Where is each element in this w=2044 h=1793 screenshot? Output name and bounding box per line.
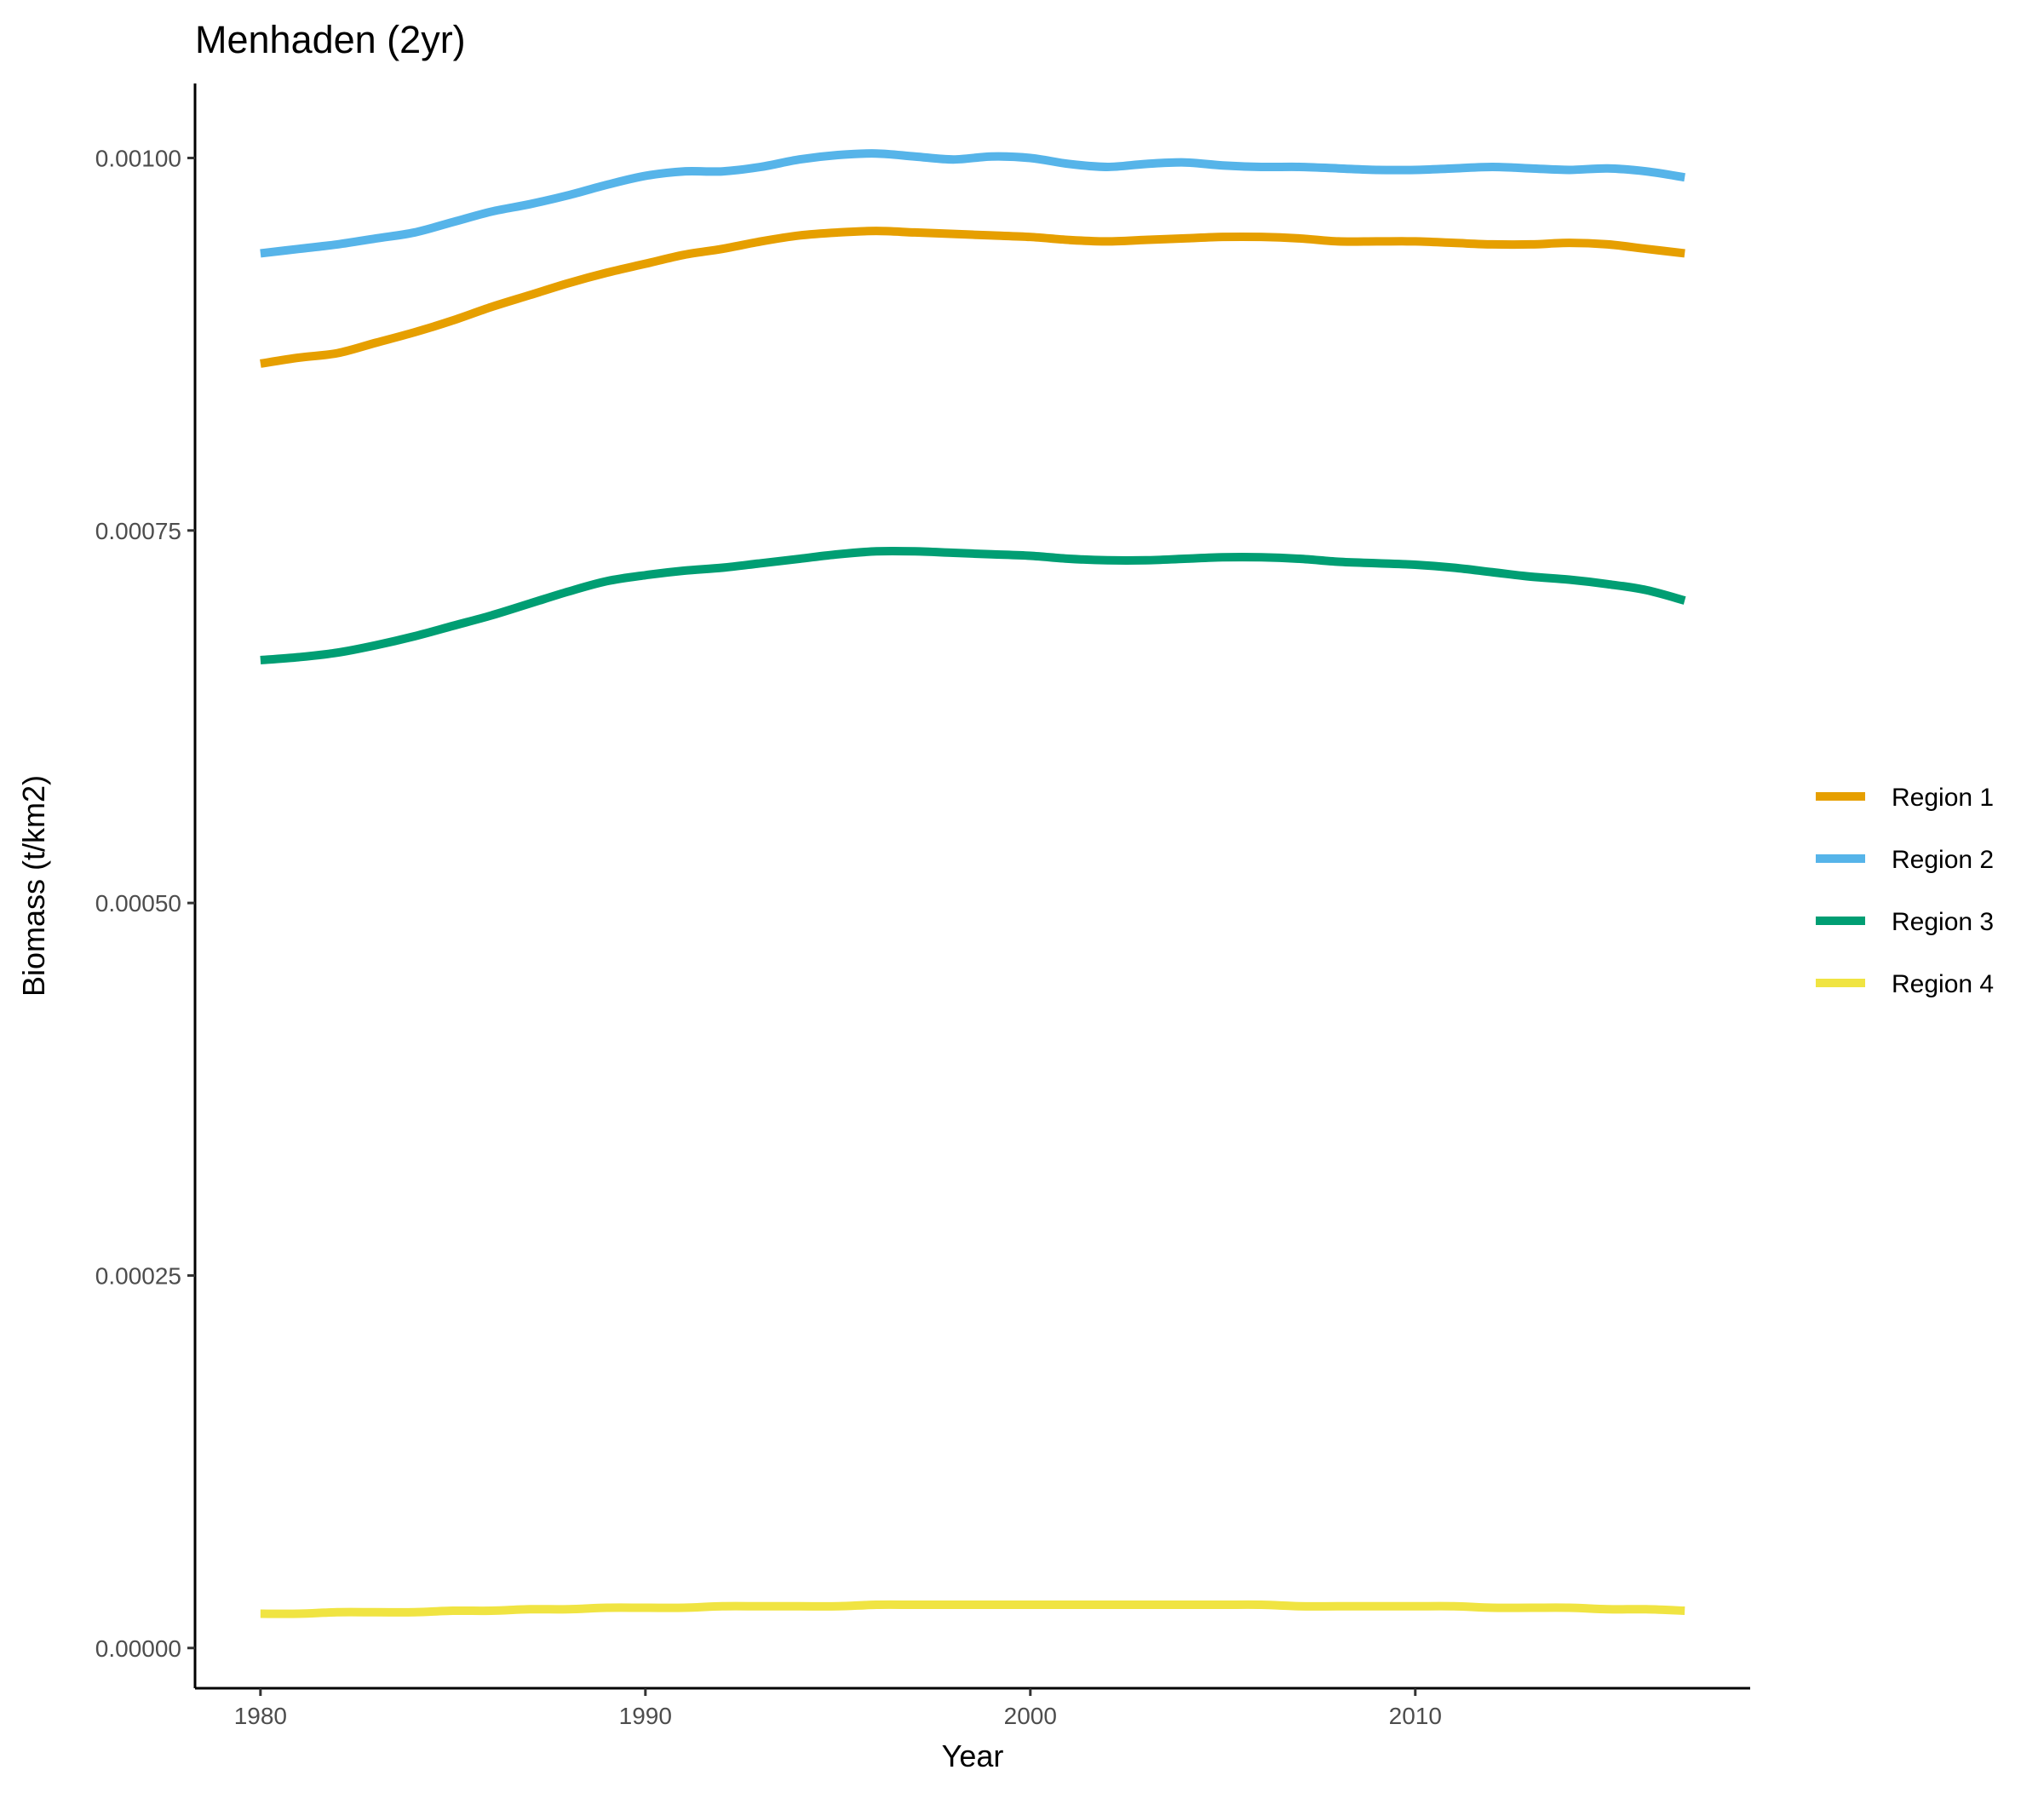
legend-label-region-3: Region 3 — [1892, 908, 1994, 936]
series-line-region-4 — [260, 1600, 1685, 1618]
legend-label-region-4: Region 4 — [1892, 970, 1994, 998]
legend-label-region-2: Region 2 — [1892, 846, 1994, 874]
series-layer — [260, 149, 1686, 1618]
series-line-region-2 — [260, 149, 1685, 258]
legend-label-region-1: Region 1 — [1892, 784, 1994, 812]
chart-title: Menhaden (2yr) — [195, 18, 466, 61]
y-axis-title: Biomass (t/km2) — [16, 775, 51, 997]
y-tick-label: 0.00050 — [95, 890, 181, 917]
y-axis-ticks: 0.00000 0.00025 0.00050 0.00075 0.00100 — [95, 145, 195, 1662]
x-axis-title: Year — [942, 1738, 1004, 1773]
y-tick-label: 0.00075 — [95, 518, 181, 544]
x-tick-label: 1980 — [234, 1703, 287, 1729]
y-tick-label: 0.00000 — [95, 1635, 181, 1662]
x-tick-label: 1990 — [619, 1703, 672, 1729]
series-line-region-1 — [260, 227, 1685, 368]
x-tick-label: 2010 — [1389, 1703, 1442, 1729]
x-axis-ticks: 1980 1990 2000 2010 — [234, 1688, 1442, 1729]
y-tick-label: 0.00025 — [95, 1262, 181, 1289]
y-tick-label: 0.00100 — [95, 145, 181, 171]
x-tick-label: 2000 — [1004, 1703, 1057, 1729]
legend: Region 1 Region 2 Region 3 Region 4 — [1816, 784, 1994, 998]
series-line-region-3 — [260, 546, 1686, 664]
